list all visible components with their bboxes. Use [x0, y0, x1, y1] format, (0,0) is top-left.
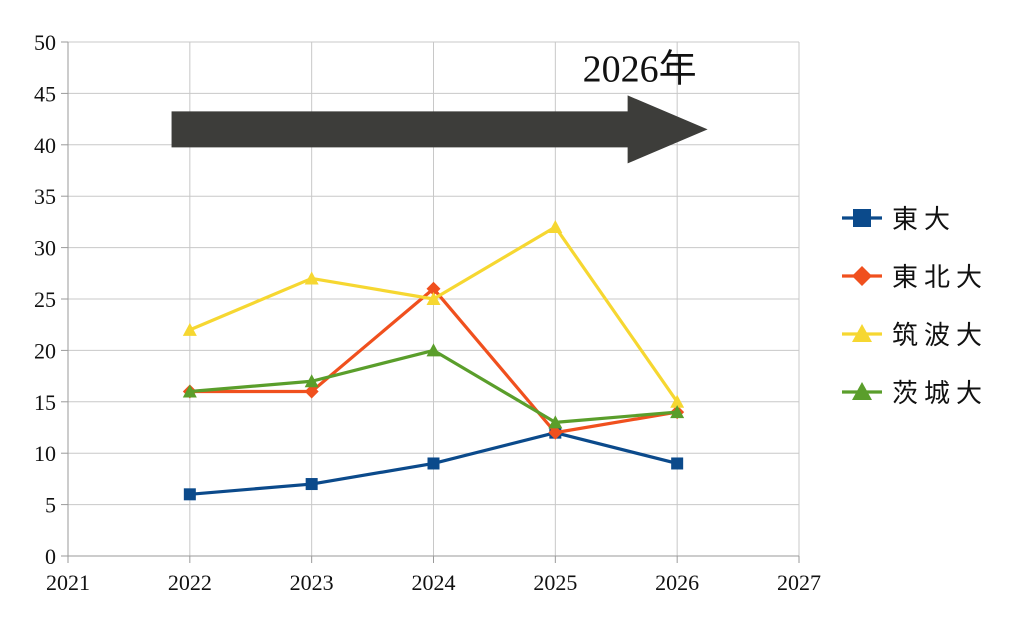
legend-label: 東大	[892, 205, 956, 235]
legend-marker	[852, 382, 872, 400]
data-point	[304, 271, 319, 285]
y-tick-label: 30	[34, 236, 56, 261]
legend-label: 東北大	[892, 263, 988, 293]
series-group	[182, 220, 685, 501]
series-3	[182, 220, 685, 408]
y-tick-label: 25	[34, 287, 56, 312]
legend-item: 茨城大	[842, 379, 988, 409]
annotation-text: 2026年	[583, 48, 697, 90]
data-point	[548, 220, 563, 234]
data-point	[304, 384, 319, 399]
x-tick-label: 2023	[290, 570, 334, 595]
legend-label: 筑波大	[892, 321, 988, 351]
data-point	[426, 343, 441, 357]
y-tick-label: 5	[45, 493, 56, 518]
legend-item: 東北大	[842, 263, 988, 293]
series-4	[182, 343, 685, 429]
data-point	[183, 488, 196, 501]
data-point	[426, 292, 441, 305]
data-point	[671, 457, 684, 470]
legend-marker	[852, 324, 872, 342]
data-point	[182, 322, 197, 336]
y-tick-label: 15	[34, 390, 56, 415]
y-tick-label: 20	[34, 338, 56, 363]
x-tick-label: 2021	[46, 570, 90, 595]
y-tick-label: 45	[34, 81, 56, 106]
legend-item: 筑波大	[842, 321, 988, 351]
legend-item: 東大	[842, 205, 956, 235]
y-tick-label: 40	[34, 133, 56, 158]
legend-label: 茨城大	[892, 379, 988, 409]
data-point	[182, 384, 197, 398]
data-point	[670, 394, 685, 408]
data-point	[548, 415, 563, 429]
y-tick-label: 10	[34, 441, 56, 466]
data-point	[427, 457, 440, 470]
x-tick-label: 2027	[777, 570, 821, 595]
legend-marker	[853, 209, 871, 227]
data-point	[670, 405, 685, 419]
x-tick-label: 2022	[168, 570, 212, 595]
y-tick-label: 0	[45, 544, 56, 569]
y-tick-label: 50	[34, 30, 56, 55]
arrow-annotation	[171, 95, 708, 164]
data-point	[426, 281, 441, 296]
annotation: 2026年	[171, 48, 708, 164]
legend-marker	[852, 266, 872, 286]
x-tick-label: 2024	[412, 570, 456, 595]
data-point	[305, 478, 318, 491]
x-tick-label: 2026	[655, 570, 699, 595]
x-tick-label: 2025	[533, 570, 577, 595]
series-1	[183, 426, 684, 501]
data-point	[548, 425, 563, 440]
data-point	[304, 374, 319, 388]
y-tick-label: 35	[34, 184, 56, 209]
